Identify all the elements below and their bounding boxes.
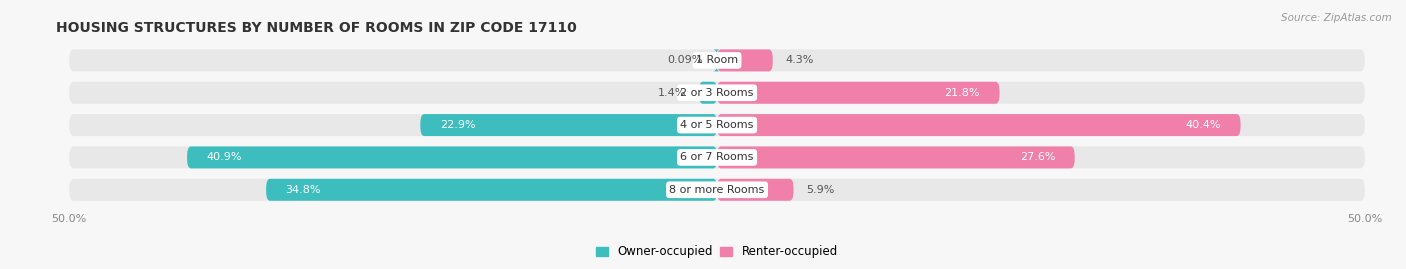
- FancyBboxPatch shape: [420, 114, 717, 136]
- FancyBboxPatch shape: [699, 82, 717, 104]
- Text: 8 or more Rooms: 8 or more Rooms: [669, 185, 765, 195]
- Text: Source: ZipAtlas.com: Source: ZipAtlas.com: [1281, 13, 1392, 23]
- FancyBboxPatch shape: [69, 114, 1365, 136]
- Text: 40.4%: 40.4%: [1185, 120, 1220, 130]
- Text: 34.8%: 34.8%: [285, 185, 321, 195]
- Text: 22.9%: 22.9%: [440, 120, 475, 130]
- Text: 27.6%: 27.6%: [1019, 153, 1056, 162]
- FancyBboxPatch shape: [717, 146, 1074, 168]
- FancyBboxPatch shape: [717, 179, 793, 201]
- Text: HOUSING STRUCTURES BY NUMBER OF ROOMS IN ZIP CODE 17110: HOUSING STRUCTURES BY NUMBER OF ROOMS IN…: [56, 21, 576, 35]
- Text: 4.3%: 4.3%: [786, 55, 814, 65]
- Legend: Owner-occupied, Renter-occupied: Owner-occupied, Renter-occupied: [596, 245, 838, 258]
- Text: 0.09%: 0.09%: [668, 55, 703, 65]
- FancyBboxPatch shape: [717, 82, 1000, 104]
- FancyBboxPatch shape: [69, 49, 1365, 71]
- FancyBboxPatch shape: [187, 146, 717, 168]
- Text: 21.8%: 21.8%: [945, 88, 980, 98]
- FancyBboxPatch shape: [717, 114, 1240, 136]
- Text: 6 or 7 Rooms: 6 or 7 Rooms: [681, 153, 754, 162]
- FancyBboxPatch shape: [717, 49, 773, 71]
- FancyBboxPatch shape: [266, 179, 717, 201]
- Text: 2 or 3 Rooms: 2 or 3 Rooms: [681, 88, 754, 98]
- Text: 1.4%: 1.4%: [658, 88, 686, 98]
- FancyBboxPatch shape: [713, 49, 720, 71]
- FancyBboxPatch shape: [69, 82, 1365, 104]
- FancyBboxPatch shape: [69, 146, 1365, 168]
- Text: 40.9%: 40.9%: [207, 153, 242, 162]
- FancyBboxPatch shape: [69, 179, 1365, 201]
- Text: 5.9%: 5.9%: [807, 185, 835, 195]
- Text: 1 Room: 1 Room: [696, 55, 738, 65]
- Text: 4 or 5 Rooms: 4 or 5 Rooms: [681, 120, 754, 130]
